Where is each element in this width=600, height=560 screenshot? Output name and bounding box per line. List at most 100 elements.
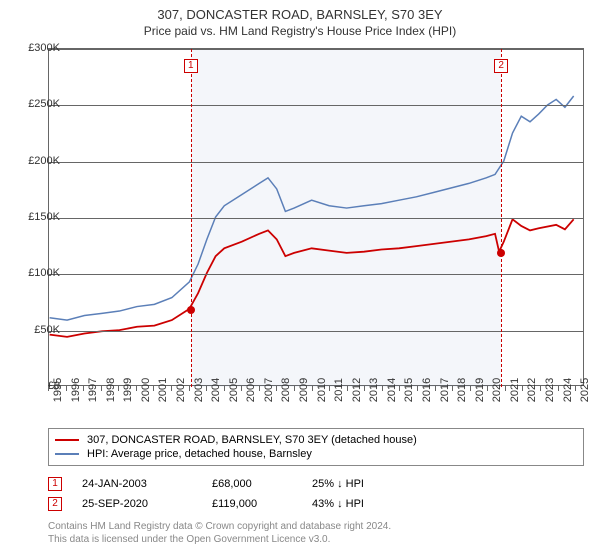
xtick-label: 2015 <box>403 378 415 402</box>
sales-table: 1 24-JAN-2003 £68,000 25% ↓ HPI 2 25-SEP-2020… <box>48 474 584 514</box>
chart-lines-svg <box>49 49 583 385</box>
xtick-label: 2006 <box>245 378 257 402</box>
xtick-label: 1998 <box>105 378 117 402</box>
xtick-label: 2010 <box>316 378 328 402</box>
xtick-mark <box>118 386 119 391</box>
xtick-mark <box>259 386 260 391</box>
legend-label: 307, DONCASTER ROAD, BARNSLEY, S70 3EY (… <box>87 434 417 446</box>
xtick-mark <box>399 386 400 391</box>
ytick-label: £300K <box>14 42 60 54</box>
xtick-mark <box>136 386 137 391</box>
xtick-mark <box>48 386 49 391</box>
xtick-mark <box>206 386 207 391</box>
sale-date: 25-SEP-2020 <box>82 498 192 510</box>
xtick-mark <box>153 386 154 391</box>
chart-title: 307, DONCASTER ROAD, BARNSLEY, S70 3EY <box>0 0 600 24</box>
xtick-label: 1997 <box>87 378 99 402</box>
xtick-mark <box>241 386 242 391</box>
xtick-mark <box>435 386 436 391</box>
xtick-label: 2013 <box>368 378 380 402</box>
xtick-label: 2011 <box>333 378 345 402</box>
xtick-mark <box>522 386 523 391</box>
ytick-label: £250K <box>14 98 60 110</box>
sale-dot <box>187 306 195 314</box>
xtick-label: 2016 <box>421 378 433 402</box>
xtick-label: 2008 <box>280 378 292 402</box>
sales-row: 2 25-SEP-2020 £119,000 43% ↓ HPI <box>48 494 584 514</box>
ytick-label: £100K <box>14 267 60 279</box>
sale-marker-box: 2 <box>494 59 508 73</box>
sale-dash <box>191 49 192 387</box>
ytick-label: £200K <box>14 155 60 167</box>
sale-price: £68,000 <box>212 478 292 490</box>
xtick-label: 2012 <box>351 378 363 402</box>
xtick-label: 2007 <box>263 378 275 402</box>
xtick-mark <box>347 386 348 391</box>
xtick-mark <box>294 386 295 391</box>
xtick-label: 2003 <box>193 378 205 402</box>
xtick-mark <box>189 386 190 391</box>
xtick-label: 1996 <box>70 378 82 402</box>
xtick-mark <box>470 386 471 391</box>
gridline-h <box>49 105 583 106</box>
xtick-mark <box>452 386 453 391</box>
sale-dot <box>497 249 505 257</box>
xtick-label: 2020 <box>491 378 503 402</box>
xtick-mark <box>487 386 488 391</box>
xtick-mark <box>101 386 102 391</box>
footer-line-2: This data is licensed under the Open Gov… <box>48 533 584 546</box>
gridline-h <box>49 162 583 163</box>
xtick-label: 2017 <box>439 378 451 402</box>
sale-pct-vs-hpi: 43% ↓ HPI <box>312 498 392 510</box>
xtick-mark <box>224 386 225 391</box>
gridline-h <box>49 331 583 332</box>
chart-container: 307, DONCASTER ROAD, BARNSLEY, S70 3EY P… <box>0 0 600 560</box>
xtick-mark <box>66 386 67 391</box>
xtick-mark <box>276 386 277 391</box>
ytick-label: £150K <box>14 211 60 223</box>
sale-date: 24-JAN-2003 <box>82 478 192 490</box>
xtick-mark <box>540 386 541 391</box>
xtick-label: 2014 <box>386 378 398 402</box>
xtick-mark <box>329 386 330 391</box>
sales-marker-icon: 1 <box>48 477 62 491</box>
xtick-mark <box>83 386 84 391</box>
xtick-mark <box>558 386 559 391</box>
legend-swatch <box>55 453 79 455</box>
sales-marker-icon: 2 <box>48 497 62 511</box>
xtick-label: 2023 <box>544 378 556 402</box>
xtick-mark <box>171 386 172 391</box>
legend-label: HPI: Average price, detached house, Barn… <box>87 448 312 460</box>
gridline-h <box>49 218 583 219</box>
sale-pct-vs-hpi: 25% ↓ HPI <box>312 478 392 490</box>
series-hpi <box>50 96 574 320</box>
plot-area: 12 <box>48 48 584 386</box>
ytick-label: £50K <box>14 324 60 336</box>
footer-line-1: Contains HM Land Registry data © Crown c… <box>48 520 584 533</box>
xtick-label: 2018 <box>456 378 468 402</box>
xtick-label: 1999 <box>122 378 134 402</box>
xtick-label: 2021 <box>509 378 521 402</box>
xtick-label: 2001 <box>157 378 169 402</box>
series-property <box>50 219 574 337</box>
xtick-label: 2025 <box>579 378 591 402</box>
xtick-mark <box>505 386 506 391</box>
xtick-label: 2002 <box>175 378 187 402</box>
sale-price: £119,000 <box>212 498 292 510</box>
sale-marker-box: 1 <box>184 59 198 73</box>
xtick-mark <box>575 386 576 391</box>
xtick-mark <box>364 386 365 391</box>
legend-row: 307, DONCASTER ROAD, BARNSLEY, S70 3EY (… <box>55 433 577 447</box>
xtick-label: 2004 <box>210 378 222 402</box>
gridline-h <box>49 49 583 50</box>
sale-dash <box>501 49 502 387</box>
xtick-mark <box>312 386 313 391</box>
xtick-label: 2024 <box>562 378 574 402</box>
gridline-h <box>49 274 583 275</box>
legend-swatch <box>55 439 79 441</box>
xtick-label: 2000 <box>140 378 152 402</box>
xtick-label: 2022 <box>526 378 538 402</box>
legend-box: 307, DONCASTER ROAD, BARNSLEY, S70 3EY (… <box>48 428 584 466</box>
xtick-mark <box>417 386 418 391</box>
footer-attribution: Contains HM Land Registry data © Crown c… <box>48 520 584 546</box>
